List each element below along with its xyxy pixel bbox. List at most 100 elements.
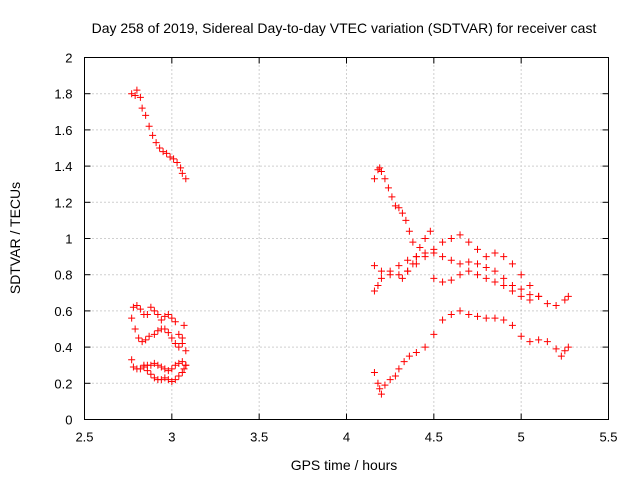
data-point xyxy=(180,321,188,329)
data-point xyxy=(474,260,481,268)
data-point xyxy=(447,256,455,264)
y-axis-label: SDTVAR / TECUs xyxy=(7,182,23,294)
data-point xyxy=(517,332,525,340)
data-point xyxy=(377,390,385,398)
data-point xyxy=(140,361,148,369)
data-point xyxy=(150,307,158,315)
data-point xyxy=(491,314,499,322)
data-point xyxy=(386,267,394,275)
data-point xyxy=(164,376,172,384)
data-point xyxy=(177,164,185,172)
data-point xyxy=(447,235,455,242)
data-point xyxy=(381,381,389,389)
data-point xyxy=(395,204,403,212)
data-point xyxy=(517,292,525,300)
data-point xyxy=(465,238,473,246)
data-point xyxy=(128,356,136,364)
data-point xyxy=(156,144,164,152)
data-point xyxy=(377,168,385,176)
axis-ticks: 2.5 3 3.5 4 4.5 5 5.5 0 0.2 0.4 0.6 0.8 1 1.2 1.4 1.6 1.… xyxy=(54,51,617,445)
data-point xyxy=(129,303,137,311)
data-point xyxy=(178,169,186,177)
data-point xyxy=(175,343,183,351)
data-point xyxy=(526,282,534,290)
data-point xyxy=(376,385,384,393)
y-tick-label: 0.8 xyxy=(54,268,72,283)
data-point xyxy=(426,227,434,235)
data-point xyxy=(398,274,406,282)
data-point xyxy=(517,285,525,293)
data-point xyxy=(370,262,378,270)
data-point xyxy=(474,271,481,279)
data-point xyxy=(175,372,183,380)
data-point xyxy=(395,262,403,270)
data-point xyxy=(128,314,136,322)
data-point xyxy=(421,343,429,351)
data-point xyxy=(465,258,473,266)
data-point xyxy=(154,311,162,319)
data-point xyxy=(136,365,144,373)
data-point xyxy=(404,267,412,275)
data-point xyxy=(152,139,160,147)
data-point xyxy=(159,148,167,156)
x-tick-label: 5 xyxy=(518,430,525,445)
data-point xyxy=(377,267,385,275)
data-point xyxy=(421,235,429,242)
data-point xyxy=(161,325,169,333)
y-tick-label: 1.2 xyxy=(54,195,72,210)
data-point xyxy=(447,311,455,319)
chart-title: Day 258 of 2019, Sidereal Day-to-day VTE… xyxy=(92,20,597,36)
data-point xyxy=(129,363,137,371)
data-point xyxy=(150,374,158,382)
data-point xyxy=(508,260,516,268)
data-point xyxy=(482,253,490,261)
data-point xyxy=(508,321,516,329)
data-point xyxy=(409,260,417,268)
data-point xyxy=(171,361,179,369)
data-point xyxy=(421,249,429,257)
data-point xyxy=(147,370,155,378)
data-point xyxy=(535,336,543,344)
data-point xyxy=(374,282,382,290)
data-point xyxy=(405,352,413,360)
data-point xyxy=(145,332,153,340)
data-point xyxy=(376,164,384,172)
data-point xyxy=(182,361,190,369)
data-point xyxy=(412,253,420,261)
data-point xyxy=(491,278,499,286)
data-point xyxy=(543,300,551,308)
data-point xyxy=(398,209,406,217)
data-point xyxy=(131,92,139,100)
data-point xyxy=(171,318,179,326)
y-tick-label: 1.8 xyxy=(54,87,72,102)
data-point xyxy=(149,131,157,139)
data-point xyxy=(168,377,176,385)
data-point xyxy=(168,334,176,342)
data-point xyxy=(482,263,490,271)
data-point xyxy=(136,305,144,313)
data-point xyxy=(157,316,165,324)
data-point xyxy=(384,184,392,192)
data-point xyxy=(391,202,399,210)
data-point xyxy=(543,338,551,346)
data-point xyxy=(404,256,412,264)
data-point xyxy=(412,349,420,357)
data-point xyxy=(552,301,560,309)
data-point xyxy=(430,330,438,338)
data-point xyxy=(182,347,190,355)
data-point xyxy=(133,86,141,94)
data-point xyxy=(157,376,165,384)
data-point xyxy=(168,365,176,373)
x-tick-label: 5.5 xyxy=(599,430,617,445)
data-point xyxy=(535,292,543,300)
data-point xyxy=(142,336,150,344)
data-point xyxy=(128,90,136,98)
data-point xyxy=(370,287,378,295)
data-point xyxy=(517,271,525,279)
data-point xyxy=(416,244,424,252)
data-point xyxy=(157,363,165,371)
data-point xyxy=(456,260,464,268)
data-point xyxy=(147,303,155,311)
data-point xyxy=(150,359,158,367)
y-tick-label: 0 xyxy=(65,413,72,428)
